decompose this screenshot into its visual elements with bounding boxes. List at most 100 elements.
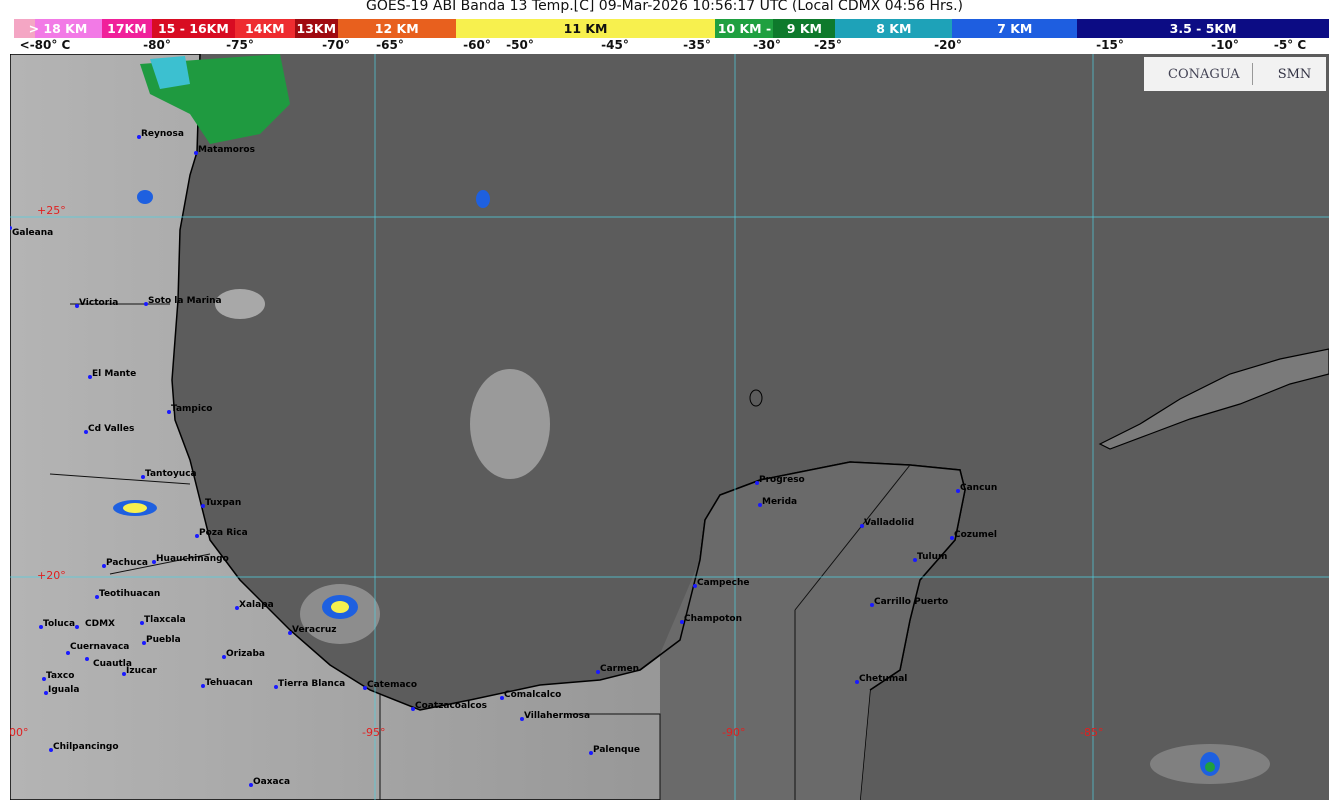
- city-marker: [140, 621, 144, 625]
- city-label: Oaxaca: [253, 777, 291, 787]
- city-label: Huauchinango: [156, 554, 229, 564]
- city-label: Toluca: [43, 619, 76, 629]
- city-marker: [288, 631, 292, 635]
- city-marker: [950, 536, 954, 540]
- city-marker: [122, 672, 126, 676]
- city-marker: [222, 655, 226, 659]
- city-marker: [755, 481, 759, 485]
- city-marker: [84, 430, 88, 434]
- city-marker: [870, 603, 874, 607]
- city-label: Cozumel: [954, 530, 998, 540]
- lat-label: +20°: [37, 569, 66, 582]
- city-label: Palenque: [593, 745, 640, 755]
- city-marker: [75, 304, 79, 308]
- legend-segment: 9 KM: [773, 19, 836, 38]
- cold-cloud-tops: [113, 54, 1220, 776]
- city-marker: [680, 620, 684, 624]
- city-marker: [520, 717, 524, 721]
- city-marker: [142, 641, 146, 645]
- city-label: Coatzacoalcos: [415, 701, 488, 711]
- map-layer: [10, 54, 1329, 800]
- city-label: Villahermosa: [524, 711, 591, 721]
- city-marker: [693, 584, 697, 588]
- city-marker: [411, 707, 415, 711]
- city-label: Matamoros: [198, 145, 255, 155]
- city-label: Comalcalco: [504, 690, 562, 700]
- city-marker: [66, 651, 70, 655]
- city-marker: [42, 677, 46, 681]
- city-label: Puebla: [146, 635, 181, 645]
- city-marker: [855, 680, 859, 684]
- city-label: CDMX: [85, 619, 115, 629]
- temperature-tick: -30°: [753, 38, 781, 52]
- city-marker: [235, 606, 239, 610]
- city-marker: [956, 489, 960, 493]
- logo-divider: [1252, 63, 1253, 85]
- city-label: Reynosa: [141, 129, 184, 139]
- city-marker: [39, 625, 43, 629]
- city-label: Tampico: [171, 404, 213, 414]
- city-marker: [596, 670, 600, 674]
- city-marker: [141, 475, 145, 479]
- lon-label: -95°: [362, 726, 386, 739]
- city-label: Soto la Marina: [148, 296, 222, 306]
- city-marker: [102, 564, 106, 568]
- legend-segment: 15 - 16KM: [151, 19, 235, 38]
- legend-segment: 11 KM: [455, 19, 716, 38]
- conagua-logo: CONAGUA: [1168, 66, 1240, 82]
- city-marker: [144, 302, 148, 306]
- city-marker: [249, 783, 253, 787]
- city-label: Progreso: [759, 475, 805, 485]
- city-marker: [363, 686, 367, 690]
- cuba: [1098, 348, 1329, 450]
- legend-segment: > 18 KM: [14, 19, 102, 38]
- temperature-tick: -10°: [1211, 38, 1239, 52]
- city-label: Carrillo Puerto: [874, 597, 949, 607]
- city-label: Chetumal: [859, 674, 908, 684]
- city-label: Veracruz: [292, 625, 337, 635]
- city-label: Campeche: [697, 578, 750, 588]
- satellite-map[interactable]: Reynosa Matamoros Galeana Victoria Soto la M…: [10, 54, 1329, 800]
- city-marker: [860, 524, 864, 528]
- city-marker: [152, 560, 156, 564]
- city-marker: [195, 534, 199, 538]
- lon-label: -85°: [1080, 726, 1104, 739]
- legend-segment: 17KM: [101, 19, 152, 38]
- temperature-tick: -65°: [376, 38, 404, 52]
- temperature-tick: -50°: [506, 38, 534, 52]
- yucatan-coast: [639, 461, 966, 691]
- city-marker: [201, 684, 205, 688]
- city-label: Iguala: [48, 685, 80, 695]
- city-marker: [589, 751, 593, 755]
- city-label: Cd Valles: [88, 424, 135, 434]
- city-label: Tantoyuca: [145, 469, 197, 479]
- city-marker: [95, 595, 99, 599]
- city-label: Tierra Blanca: [278, 679, 346, 689]
- city-marker: [49, 748, 53, 752]
- graticule: [10, 54, 1329, 800]
- city-marker: [274, 685, 278, 689]
- yucatan-land: [660, 462, 965, 800]
- city-label: Tehuacan: [205, 678, 253, 688]
- legend-segment: 7 KM: [952, 19, 1078, 38]
- city-label: Poza Rica: [199, 528, 248, 538]
- city-marker: [167, 410, 171, 414]
- city-label: Cancun: [960, 483, 998, 493]
- agency-logos: CONAGUA SMN: [1144, 57, 1326, 91]
- temperature-tick: -75°: [226, 38, 254, 52]
- legend-segment: 10 KM -: [715, 19, 774, 38]
- temperature-tick: -45°: [601, 38, 629, 52]
- lon-label: -90°: [722, 726, 746, 739]
- temperature-tick: -60°: [463, 38, 491, 52]
- temperature-tick: -25°: [814, 38, 842, 52]
- state-borders: [49, 303, 911, 800]
- temperature-tick: -35°: [683, 38, 711, 52]
- temperature-tick: <-80° C: [19, 38, 71, 52]
- legend-segment: 12 KM: [337, 19, 456, 38]
- city-label: Tulum: [917, 552, 948, 562]
- temperature-tick: -70°: [322, 38, 350, 52]
- temperature-tick: -15°: [1096, 38, 1124, 52]
- temperature-tick: -5° C: [1273, 38, 1307, 52]
- city-label: Izucar: [126, 666, 157, 676]
- temperature-tick: -20°: [934, 38, 962, 52]
